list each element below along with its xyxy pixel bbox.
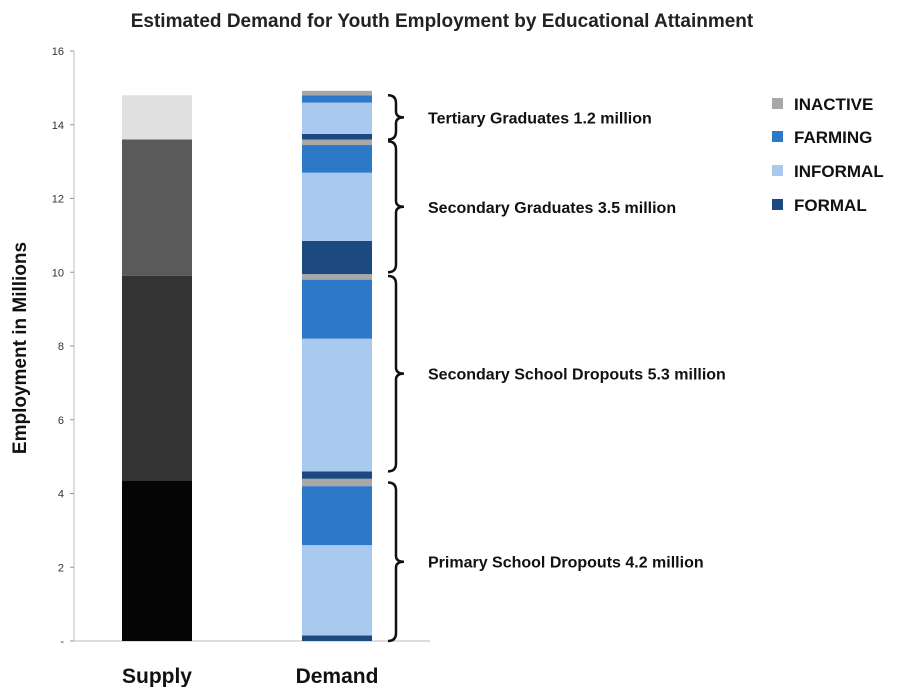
demand-bar-segment-informal (302, 338, 372, 472)
legend: INACTIVE FARMING INFORMAL FORMAL (772, 95, 884, 215)
y-tick-label: 4 (58, 489, 64, 501)
demand-bar-segment-farming (302, 486, 372, 546)
annotation-label: Primary School Dropouts 4.2 million (428, 555, 704, 572)
supply-bar-segment (122, 139, 192, 276)
demand-bar-segment-farming (302, 95, 372, 103)
demand-bar-segment-inactive (302, 90, 372, 96)
demand-bar-segment-farming (302, 145, 372, 173)
demand-bar-segment-inactive (302, 478, 372, 487)
legend-label-inactive: INACTIVE (794, 95, 873, 114)
y-tick-label: 16 (52, 46, 64, 58)
supply-bar-segment (122, 275, 192, 481)
y-tick-label: 12 (52, 194, 64, 206)
annotation-braces: Tertiary Graduates 1.2 million Secondary … (387, 94, 726, 643)
chart-title: Estimated Demand for Youth Employment by… (131, 11, 754, 32)
y-tick-label: 8 (58, 341, 64, 353)
y-tick-label: - (60, 636, 64, 648)
y-axis: - 2 4 6 8 10 12 14 16 (52, 46, 430, 648)
y-tick-label: 2 (58, 562, 64, 574)
category-label-demand: Demand (296, 665, 379, 687)
legend-swatch-farming (772, 131, 783, 142)
annotation-label: Secondary School Dropouts 5.3 million (428, 367, 726, 384)
demand-bar-segment-informal (302, 102, 372, 134)
demand-bar-segment-formal (302, 471, 372, 479)
annotation-label: Tertiary Graduates 1.2 million (428, 110, 652, 127)
demand-bar-segment-farming (302, 279, 372, 339)
y-tick-label: 10 (52, 267, 64, 279)
y-axis-label: Employment in Millions (10, 242, 31, 454)
y-tick-label: 6 (58, 415, 64, 427)
demand-bar-segment-formal (302, 133, 372, 140)
demand-bar-segment-informal (302, 172, 372, 241)
supply-bar-segment (122, 480, 192, 641)
annotation-brace (387, 140, 405, 274)
demand-bar-segment-inactive (302, 274, 372, 280)
legend-label-formal: FORMAL (794, 196, 867, 215)
demand-bar-segment-formal (302, 240, 372, 275)
legend-label-informal: INFORMAL (794, 162, 884, 181)
bars: Supply Demand (122, 90, 379, 687)
demand-bar-segment-inactive (302, 139, 372, 146)
annotation-brace (387, 274, 405, 473)
supply-bar-segment (122, 95, 192, 140)
demand-bar-segment-informal (302, 545, 372, 636)
legend-label-farming: FARMING (794, 128, 872, 147)
annotation-label: Secondary Graduates 3.5 million (428, 200, 676, 217)
demand-bar-segment-formal (302, 635, 372, 641)
legend-swatch-inactive (772, 98, 783, 109)
category-label-supply: Supply (122, 665, 192, 687)
annotation-brace (387, 94, 405, 141)
legend-swatch-informal (772, 165, 783, 176)
annotation-brace (387, 481, 405, 643)
legend-swatch-formal (772, 199, 783, 210)
y-tick-label: 14 (52, 120, 64, 132)
